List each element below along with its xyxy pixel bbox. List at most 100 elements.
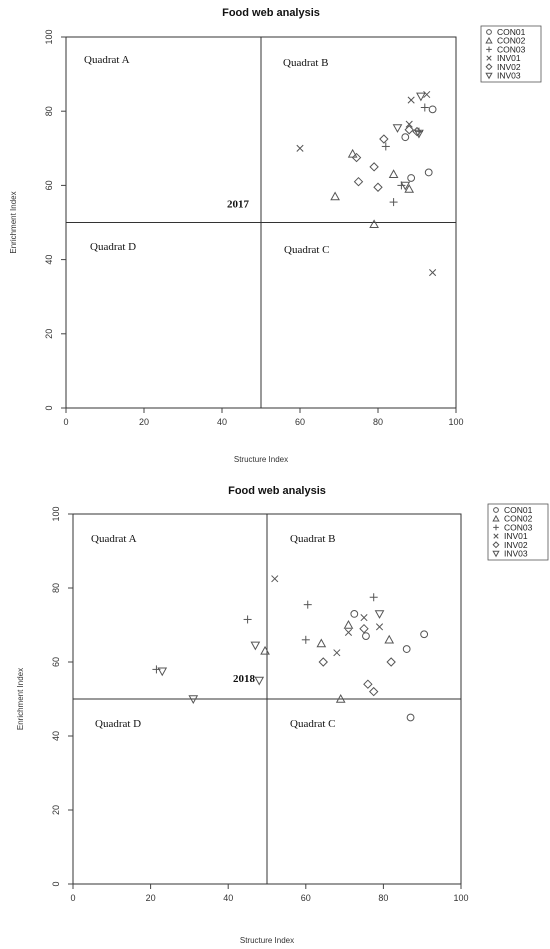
- quadrant-label-d: Quadrat D: [90, 241, 136, 253]
- point-inv02: [379, 134, 389, 144]
- point-con01: [420, 630, 429, 639]
- point-inv01: [375, 623, 384, 631]
- point-inv03: [400, 181, 411, 191]
- point-con03: [381, 142, 390, 151]
- y-tick-label: 40: [44, 255, 54, 265]
- point-con02: [347, 148, 358, 158]
- y-tick-label: 80: [44, 106, 54, 116]
- point-con01: [428, 105, 437, 114]
- point-inv01: [405, 120, 413, 128]
- point-inv03: [157, 667, 168, 677]
- scatter-plot-2017: Food web analysis 0 20 40 60 80 100 0 20 40 60 80 10…: [9, 7, 542, 464]
- legend-marker-inv03: [485, 72, 493, 80]
- point-inv03: [188, 695, 199, 705]
- point-inv03: [416, 92, 426, 102]
- y-tick-label: 0: [44, 405, 54, 410]
- y-tick-label: 20: [51, 805, 61, 815]
- legend-marker-inv02: [485, 63, 493, 71]
- point-con03: [420, 103, 429, 112]
- legend-label-con03: CON03: [504, 522, 533, 532]
- point-inv03: [414, 129, 424, 139]
- point-con01: [424, 168, 433, 177]
- quadrant-label-c: Quadrat C: [284, 244, 330, 256]
- point-inv02: [318, 657, 328, 667]
- year-annotation: 2017: [227, 199, 250, 211]
- y-tick-label: 40: [51, 731, 61, 741]
- x-tick-label: 80: [378, 893, 388, 903]
- x-axis-title: Structure Index: [234, 455, 288, 464]
- point-inv02: [353, 176, 364, 187]
- point-inv01: [296, 144, 304, 152]
- chart-title: Food web analysis: [222, 7, 320, 19]
- quadrant-label-b: Quadrat B: [283, 57, 329, 69]
- point-con02: [384, 634, 395, 644]
- point-inv02: [369, 162, 379, 172]
- chart-title: Food web analysis: [228, 485, 326, 497]
- chart-2017: Food web analysis 0 20 40 60 80 100 0 20 40 60 80 10…: [0, 0, 550, 470]
- point-inv02: [359, 623, 369, 634]
- x-tick-label: 60: [295, 417, 305, 427]
- point-inv03: [392, 124, 403, 133]
- point-inv02: [373, 182, 383, 192]
- point-con02: [335, 693, 346, 703]
- x-tick-label: 0: [63, 417, 68, 427]
- legend-box: [480, 25, 542, 83]
- legend-marker-con03: [486, 46, 492, 53]
- y-tick-label: 80: [51, 583, 61, 593]
- point-inv01: [271, 575, 279, 583]
- point-inv02: [404, 125, 414, 135]
- legend-label-inv03: INV03: [497, 71, 521, 81]
- x-axis-title: Structure Index: [240, 936, 294, 945]
- point-con02: [330, 191, 340, 201]
- quadrant-label-c: Quadrat C: [290, 718, 336, 730]
- point-con03: [301, 635, 310, 644]
- x-tick-label: 60: [301, 893, 311, 903]
- legend-label-inv02: INV02: [504, 540, 528, 550]
- quadrant-label-a: Quadrat A: [84, 54, 130, 66]
- scatter-plot-2018: Food web analysis 0 20 40 60 80 100 0 20 40 60 80 10…: [16, 485, 549, 945]
- point-inv01: [407, 96, 415, 104]
- x-tick-label: 40: [217, 417, 227, 427]
- y-tick-label: 100: [44, 29, 54, 44]
- legend-label-inv02: INV02: [497, 62, 521, 72]
- legend-marker-inv03: [492, 550, 500, 558]
- y-tick-label: 60: [51, 657, 61, 667]
- x-tick-label: 20: [146, 893, 156, 903]
- x-tick-label: 20: [139, 417, 149, 427]
- point-con01: [407, 174, 416, 182]
- point-con02: [343, 619, 354, 629]
- legend-marker-con02: [492, 514, 500, 522]
- legend-marker-con02: [485, 36, 493, 44]
- legend-box: [487, 503, 549, 561]
- point-con01: [406, 713, 415, 722]
- legend-label-con02: CON02: [497, 36, 526, 46]
- legend-label-con01: CON01: [504, 505, 533, 515]
- point-inv03: [374, 610, 385, 619]
- chart-2018: Food web analysis 0 20 40 60 80 100 0 20 40 60 80 10…: [0, 478, 550, 949]
- point-inv03: [254, 676, 265, 686]
- x-tick-label: 0: [70, 893, 75, 903]
- point-con01: [402, 645, 411, 653]
- point-con03: [369, 593, 378, 602]
- x-tick-label: 100: [453, 893, 468, 903]
- point-con02: [388, 169, 399, 178]
- point-con01: [401, 133, 410, 142]
- legend-marker-con01: [486, 29, 492, 35]
- quadrant-label-d: Quadrat D: [95, 718, 141, 730]
- point-con02: [260, 645, 270, 655]
- y-tick-label: 60: [44, 180, 54, 190]
- y-tick-label: 0: [51, 881, 61, 886]
- x-tick-label: 80: [373, 417, 383, 427]
- point-con03: [389, 198, 398, 207]
- quadrant-label-b: Quadrat B: [290, 533, 336, 545]
- point-inv02: [363, 679, 373, 689]
- legend-marker-con03: [493, 524, 499, 531]
- point-con01: [350, 610, 359, 618]
- legend-label-inv03: INV03: [504, 549, 528, 559]
- point-inv01: [429, 269, 437, 277]
- point-inv01: [344, 628, 353, 636]
- legend-label-con03: CON03: [497, 44, 526, 54]
- legend-label-con01: CON01: [497, 27, 526, 37]
- legend-label-inv01: INV01: [497, 53, 521, 63]
- point-con01: [362, 632, 370, 641]
